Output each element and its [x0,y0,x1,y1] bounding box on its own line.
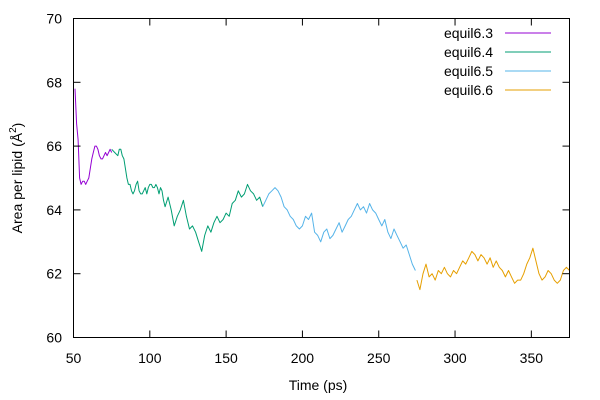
series-line-equil6-3 [74,88,113,185]
legend: equil6.3 equil6.4 equil6.5 equil6.6 [444,25,551,98]
x-tick-label: 300 [443,350,467,366]
series-line-equil6-4 [111,148,264,252]
y-tick-label: 66 [46,138,62,154]
legend-label: equil6.6 [444,82,493,98]
x-tick-label: 200 [291,350,315,366]
x-tick-label: 250 [367,350,391,366]
plot-frame [73,18,570,338]
x-tick-label: 50 [66,350,82,366]
y-axis-label: Area per lipid (Å2) [8,123,25,234]
y-axis-label-close: ) [9,123,25,128]
y-tick-label: 70 [46,11,62,27]
y-axis-label-text: Area per lipid ( [9,142,25,233]
plot-lines [74,88,570,291]
y-tick-label: 64 [46,202,62,218]
legend-label: equil6.3 [444,25,493,41]
series-line-equil6-5 [262,187,416,271]
series-line-equil6-6 [416,247,570,291]
x-tick-label: 100 [138,350,162,366]
y-axis-label-angstrom: Å [9,132,25,142]
x-tick-label: 150 [214,350,238,366]
y-tick-label: 62 [46,266,62,282]
y-tick-label: 60 [46,330,62,346]
x-tick-label: 350 [520,350,544,366]
legend-label: equil6.4 [444,44,493,60]
legend-label: equil6.5 [444,63,493,79]
axis-tick-labels: 50 100 150 200 250 300 350 60 62 64 66 68 70 [46,11,543,367]
axis-ticks [73,18,570,338]
x-axis-label: Time (ps) [289,377,348,393]
y-tick-label: 68 [46,74,62,90]
y-axis-label-superscript: 2 [8,127,19,133]
